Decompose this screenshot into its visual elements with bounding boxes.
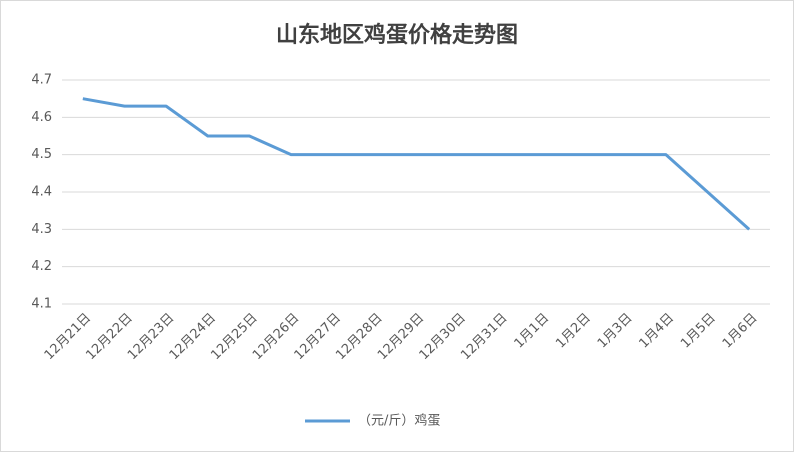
y-tick-label: 4.7 [31, 73, 52, 88]
y-tick-label: 4.1 [31, 297, 52, 312]
y-tick-label: 4.6 [31, 110, 52, 125]
y-tick-label: 4.2 [31, 259, 52, 274]
y-tick-label: 4.5 [31, 147, 52, 162]
line-series [82, 97, 751, 231]
y-tick-label: 4.4 [31, 185, 52, 200]
y-tick-label: 4.3 [31, 222, 52, 237]
legend-label: （元/斤）鸡蛋 [358, 413, 440, 429]
chart-title: 山东地区鸡蛋价格走势图 [276, 22, 518, 48]
